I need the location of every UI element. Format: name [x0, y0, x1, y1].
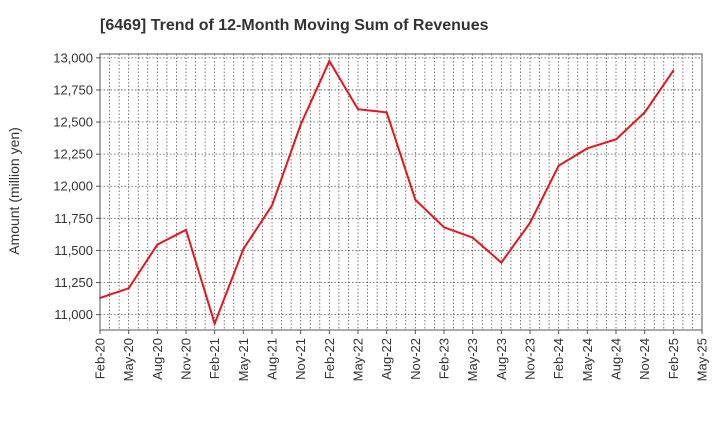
data-point: [213, 322, 216, 325]
x-axis-ticks: Feb-20 May-20 Aug-20 Nov-20 Feb-21 May-21 Aug-…: [93, 330, 710, 381]
data-point: [271, 204, 273, 207]
data-point: [471, 236, 474, 239]
x-tick-label: Feb-22: [322, 338, 337, 379]
grid-lines: [100, 54, 702, 330]
y-tick-label: 13,000: [53, 50, 93, 65]
data-point: [185, 228, 187, 231]
data-point: [328, 60, 331, 63]
data-point: [385, 111, 388, 114]
y-tick-label: 11,000: [54, 307, 93, 322]
x-tick-label: May-25: [695, 338, 710, 381]
x-tick-label: May-20: [121, 338, 136, 381]
y-tick-label: 12,000: [53, 179, 93, 194]
x-tick-label: Feb-21: [207, 338, 222, 379]
data-point: [615, 138, 617, 141]
y-tick-label: 11,500: [54, 243, 93, 258]
y-tick-label: 12,500: [53, 115, 93, 130]
data-point: [672, 69, 675, 72]
x-tick-label: Aug-20: [150, 338, 165, 380]
data-point: [127, 287, 130, 290]
plot-area-border: [99, 53, 703, 331]
data-point: [643, 111, 646, 114]
y-tick-label: 12,750: [53, 82, 93, 97]
x-tick-label: May-21: [236, 338, 251, 381]
x-tick-label: Aug-22: [379, 338, 394, 380]
x-tick-label: May-24: [580, 338, 595, 381]
y-axis-ticks: 11,000 11,250 11,500 11,750 12,000 12,250 12,5…: [53, 50, 100, 322]
data-point: [557, 164, 560, 167]
data-point: [529, 221, 531, 224]
x-tick-label: Nov-24: [637, 338, 652, 380]
y-tick-label: 11,250: [54, 275, 93, 290]
data-point: [443, 226, 445, 229]
data-point: [156, 243, 159, 246]
x-tick-label: Feb-24: [551, 338, 566, 379]
x-tick-label: Aug-24: [609, 338, 624, 380]
series-layer: [99, 58, 675, 327]
data-point: [299, 123, 302, 126]
x-tick-label: Feb-20: [93, 338, 108, 379]
x-tick-label: Nov-22: [408, 338, 423, 380]
data-point: [414, 198, 417, 201]
x-tick-label: Nov-20: [179, 338, 194, 380]
y-tick-label: 12,250: [53, 147, 93, 162]
data-point: [586, 147, 589, 150]
data-point: [500, 261, 503, 264]
x-tick-label: Nov-21: [293, 338, 308, 380]
y-axis-label: Amount (million yen): [6, 127, 22, 255]
x-tick-label: Aug-23: [494, 338, 509, 380]
x-tick-label: May-23: [465, 338, 480, 381]
x-tick-label: Aug-21: [265, 338, 280, 380]
x-tick-label: Feb-25: [666, 338, 681, 379]
x-tick-label: Feb-23: [437, 338, 452, 379]
data-point: [357, 108, 359, 111]
x-tick-label: May-22: [351, 338, 366, 381]
y-tick-label: 11,750: [54, 211, 93, 226]
data-point: [242, 248, 245, 251]
x-tick-label: Nov-23: [523, 338, 538, 380]
chart-title: [6469] Trend of 12-Month Moving Sum of R…: [100, 17, 489, 34]
